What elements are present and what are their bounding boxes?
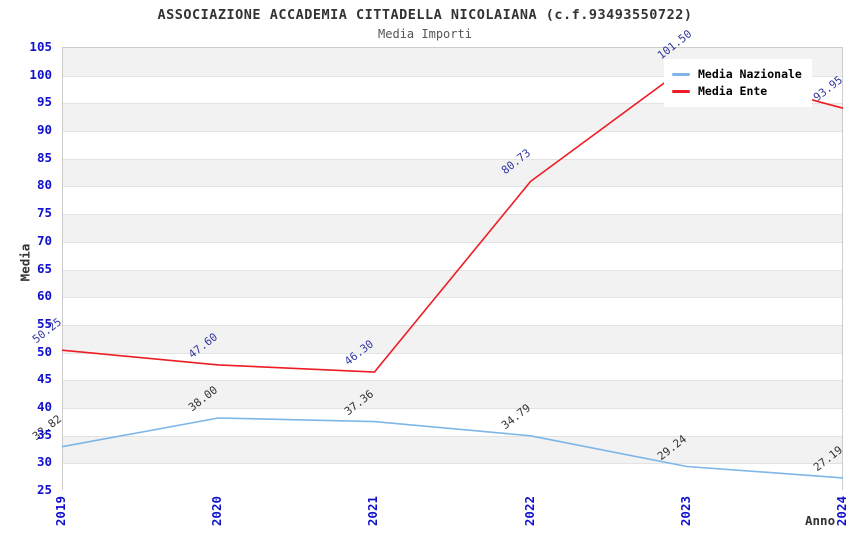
- grid-band: [63, 463, 842, 491]
- legend: Media Nazionale Media Ente: [664, 59, 812, 107]
- grid-band: [63, 324, 842, 353]
- chart-title: ASSOCIAZIONE ACCADEMIA CITTADELLA NICOLA…: [157, 7, 693, 23]
- grid-band: [63, 269, 842, 298]
- chart-subtitle: Media Importi: [378, 27, 472, 41]
- gridline: [63, 324, 842, 326]
- plot-area: [62, 47, 843, 491]
- y-tick-label: 55: [36, 315, 52, 331]
- grid-band: [63, 131, 842, 159]
- grid-band: [63, 214, 842, 242]
- gridline: [63, 435, 842, 437]
- grid-band: [63, 186, 842, 215]
- y-tick-label: 35: [36, 426, 52, 442]
- y-tick-label: 60: [36, 288, 52, 304]
- gridline: [63, 158, 842, 160]
- x-tick-label: 2022: [521, 496, 537, 527]
- y-tick-label: 95: [36, 94, 52, 110]
- grid-band: [63, 435, 842, 464]
- x-tick-label: 2023: [677, 496, 693, 527]
- gridline: [63, 131, 842, 133]
- gridline: [63, 269, 842, 271]
- y-tick-label: 45: [36, 371, 52, 387]
- y-tick-label: 50: [36, 343, 52, 359]
- x-tick-label: 2019: [53, 496, 68, 527]
- gridline: [63, 352, 842, 354]
- legend-item-media-ente[interactable]: Media Ente: [672, 84, 802, 98]
- legend-line-swatch: [672, 89, 690, 93]
- gridline: [63, 463, 842, 465]
- grid-band: [63, 158, 842, 187]
- x-tick-label: 2020: [209, 496, 225, 527]
- grid-band: [63, 297, 842, 325]
- x-tick-label: 2024: [834, 496, 849, 527]
- x-tick-label: 2021: [365, 496, 381, 527]
- y-tick-label: 105: [29, 39, 52, 54]
- grid-band: [63, 241, 842, 270]
- gridline: [63, 380, 842, 382]
- y-tick-label: 70: [36, 232, 52, 248]
- y-tick-label: 85: [36, 149, 52, 165]
- y-axis-title: Media: [17, 243, 33, 282]
- grid-band: [63, 352, 842, 381]
- y-tick-label: 100: [29, 66, 52, 82]
- gridline: [63, 297, 842, 299]
- y-tick-label: 40: [36, 398, 52, 414]
- y-tick-label: 80: [36, 177, 52, 193]
- y-tick-label: 75: [36, 205, 52, 221]
- gridline: [63, 214, 842, 216]
- y-tick-label: 30: [36, 454, 52, 470]
- grid-band: [63, 103, 842, 132]
- gridline: [63, 241, 842, 243]
- legend-item-media-nazionale[interactable]: Media Nazionale: [672, 67, 802, 81]
- gridline: [63, 186, 842, 188]
- legend-label: Media Ente: [698, 84, 768, 98]
- legend-line-swatch: [672, 72, 690, 76]
- y-tick-label: 65: [36, 260, 52, 276]
- grid-band: [63, 380, 842, 408]
- y-tick-label: 25: [36, 482, 52, 497]
- y-tick-label: 90: [36, 122, 52, 138]
- gridline: [63, 407, 842, 409]
- grid-band: [63, 407, 842, 436]
- legend-label: Media Nazionale: [698, 67, 802, 81]
- x-axis-title: Anno: [805, 513, 836, 528]
